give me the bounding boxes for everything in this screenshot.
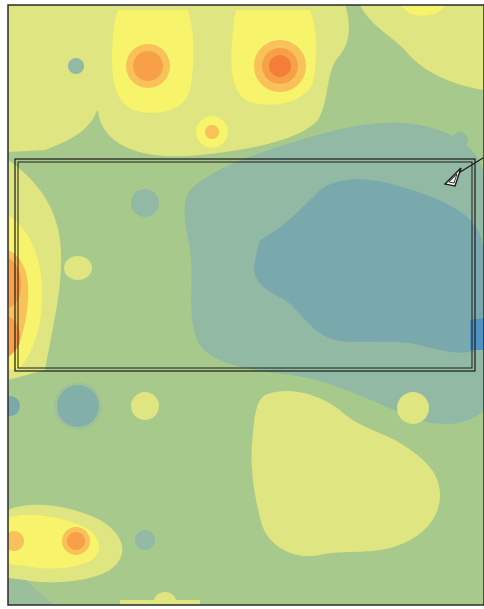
heat-region-top-center xyxy=(92,5,349,157)
heat-region-top-left xyxy=(8,5,103,152)
heat-region-left-middle xyxy=(8,160,92,380)
selection-rectangle[interactable] xyxy=(14,158,476,372)
map-border xyxy=(7,4,484,606)
heat-region-bottom-center xyxy=(8,390,440,605)
heat-region-bottom-left xyxy=(8,504,123,583)
cursor-arrow-icon xyxy=(443,157,484,187)
cold-region-center xyxy=(8,122,484,550)
